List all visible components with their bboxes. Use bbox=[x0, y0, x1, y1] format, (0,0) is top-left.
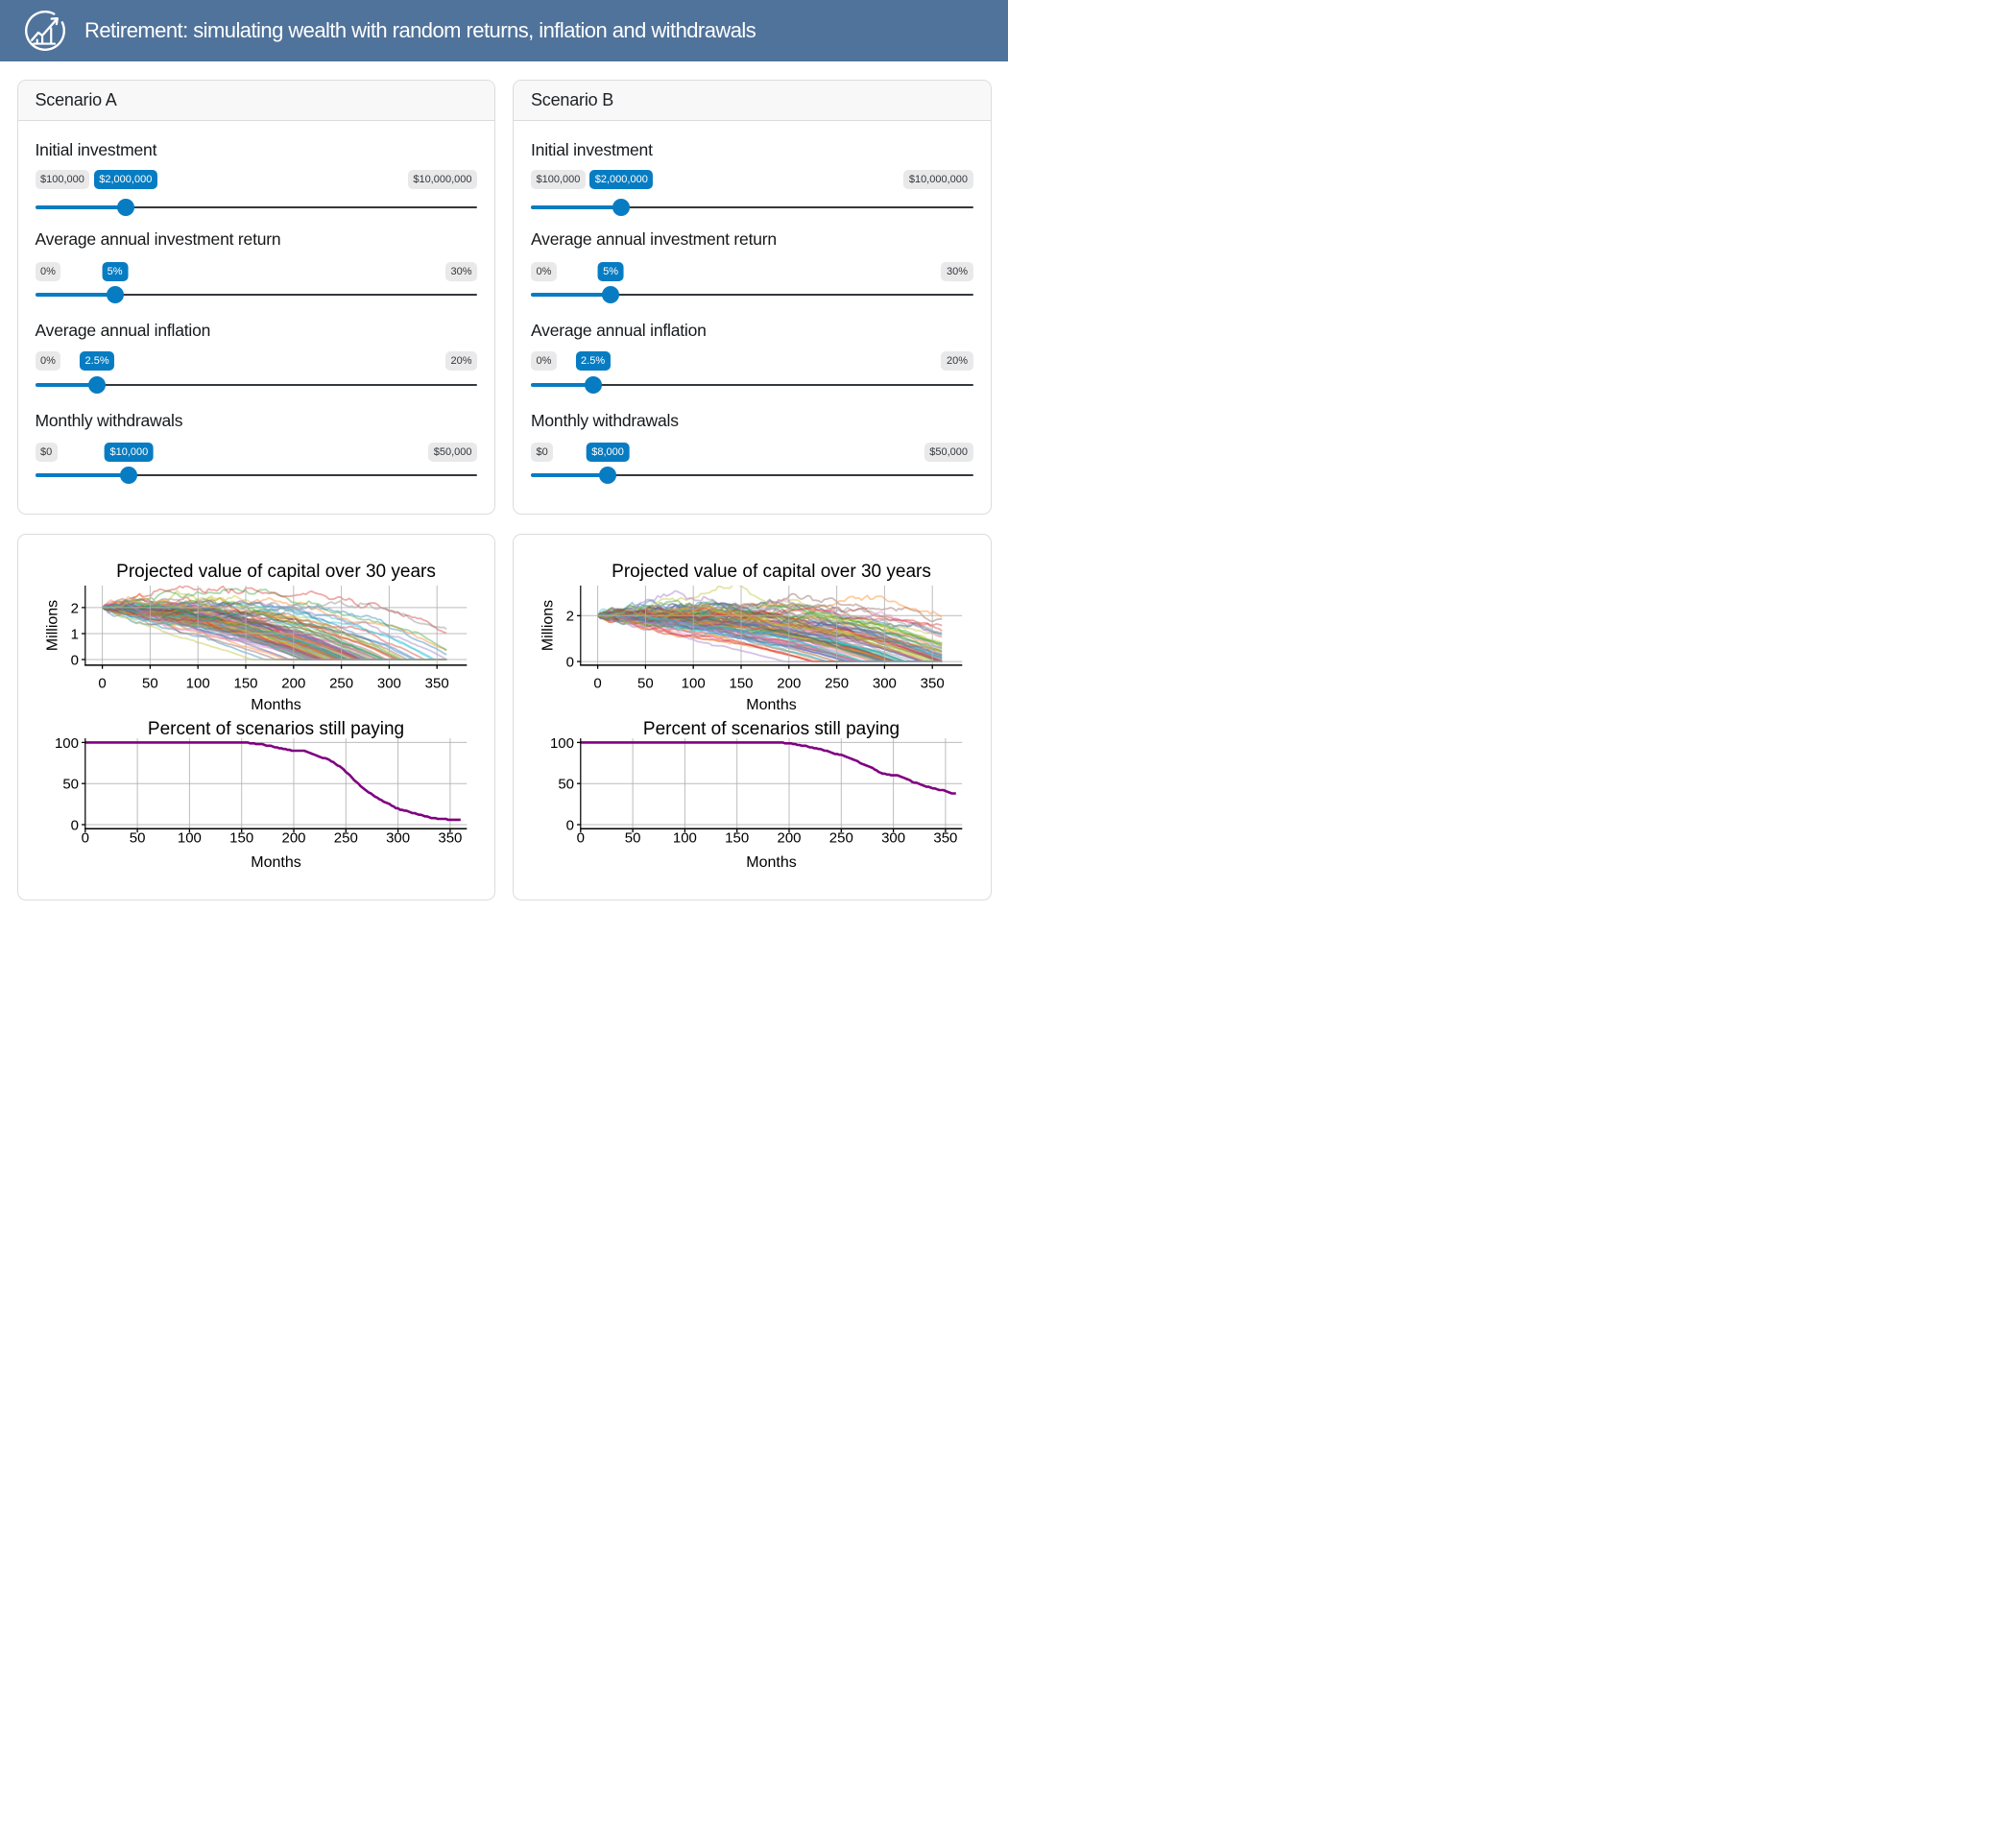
svg-text:100: 100 bbox=[177, 829, 201, 846]
svg-text:150: 150 bbox=[725, 829, 749, 846]
svg-text:250: 250 bbox=[829, 829, 853, 846]
svg-text:0: 0 bbox=[577, 829, 585, 846]
svg-text:50: 50 bbox=[625, 829, 641, 846]
svg-text:Projected value of capital ove: Projected value of capital over 30 years bbox=[612, 562, 931, 582]
svg-text:Percent of scenarios still pay: Percent of scenarios still paying bbox=[643, 719, 900, 739]
svg-text:Months: Months bbox=[746, 697, 796, 713]
svg-text:250: 250 bbox=[329, 675, 353, 691]
svg-text:150: 150 bbox=[233, 675, 257, 691]
svg-text:0: 0 bbox=[81, 829, 88, 846]
svg-text:100: 100 bbox=[682, 675, 706, 691]
svg-text:200: 200 bbox=[777, 675, 801, 691]
svg-text:Months: Months bbox=[251, 854, 300, 871]
svg-text:Months: Months bbox=[251, 697, 300, 713]
svg-text:2: 2 bbox=[70, 600, 78, 616]
svg-text:100: 100 bbox=[550, 734, 574, 751]
svg-text:Percent of scenarios still pay: Percent of scenarios still paying bbox=[147, 719, 403, 739]
svg-text:200: 200 bbox=[281, 829, 305, 846]
svg-text:Months: Months bbox=[746, 854, 796, 871]
svg-text:300: 300 bbox=[376, 675, 400, 691]
svg-text:350: 350 bbox=[921, 675, 945, 691]
svg-text:350: 350 bbox=[438, 829, 462, 846]
svg-text:150: 150 bbox=[229, 829, 253, 846]
svg-text:100: 100 bbox=[185, 675, 209, 691]
svg-text:200: 200 bbox=[777, 829, 801, 846]
svg-text:200: 200 bbox=[281, 675, 305, 691]
svg-text:300: 300 bbox=[386, 829, 410, 846]
svg-text:1: 1 bbox=[70, 626, 78, 642]
svg-text:2: 2 bbox=[566, 608, 574, 624]
svg-text:Millions: Millions bbox=[44, 599, 60, 650]
svg-text:50: 50 bbox=[129, 829, 145, 846]
svg-text:100: 100 bbox=[673, 829, 697, 846]
svg-text:Projected value of capital ove: Projected value of capital over 30 years bbox=[116, 562, 436, 582]
svg-text:0: 0 bbox=[593, 675, 601, 691]
svg-text:350: 350 bbox=[424, 675, 448, 691]
svg-text:350: 350 bbox=[933, 829, 957, 846]
svg-text:0: 0 bbox=[70, 652, 78, 668]
svg-text:150: 150 bbox=[729, 675, 753, 691]
svg-text:Millions: Millions bbox=[540, 599, 557, 650]
svg-text:50: 50 bbox=[142, 675, 158, 691]
svg-text:0: 0 bbox=[566, 817, 574, 833]
svg-text:50: 50 bbox=[558, 776, 574, 792]
svg-text:300: 300 bbox=[881, 829, 905, 846]
svg-text:250: 250 bbox=[825, 675, 849, 691]
svg-text:50: 50 bbox=[637, 675, 654, 691]
svg-text:250: 250 bbox=[333, 829, 357, 846]
svg-text:50: 50 bbox=[62, 776, 79, 792]
svg-text:300: 300 bbox=[873, 675, 897, 691]
svg-text:0: 0 bbox=[98, 675, 106, 691]
svg-text:0: 0 bbox=[566, 654, 574, 670]
svg-text:100: 100 bbox=[54, 734, 78, 751]
svg-text:0: 0 bbox=[70, 817, 78, 833]
